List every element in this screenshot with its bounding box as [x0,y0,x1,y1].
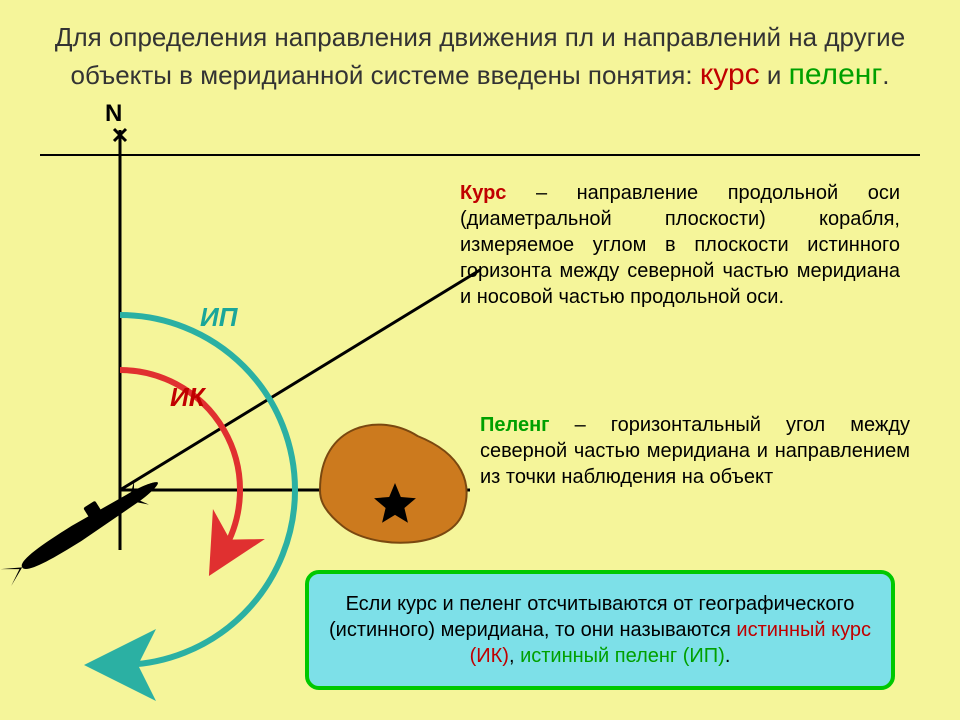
title-peleng: пеленг [789,58,883,91]
note-sep: , [509,645,520,667]
title-kurs: курс [700,58,760,91]
note-box: Если курс и пеленг отсчитываются от геог… [305,570,895,690]
definition-kurs: Курс – направление продольной оси (диаме… [460,180,900,310]
note-ip: истинный пеленг (ИП) [520,645,725,667]
ik-label: ИК [170,382,205,413]
title-dot: . [882,60,889,90]
note-end: . [725,645,731,667]
peleng-term: Пеленг [480,414,549,436]
kurs-term: Курс [460,182,506,204]
definition-peleng: Пеленг – горизонтальный угол меж­ду севе… [480,412,910,490]
title-and: и [760,60,789,90]
north-label: N [105,100,122,128]
kurs-body: – направление продольной оси (диаметраль… [460,182,900,308]
ip-label: ИП [200,302,237,333]
page-title: Для определения направления движения пл … [50,20,910,96]
